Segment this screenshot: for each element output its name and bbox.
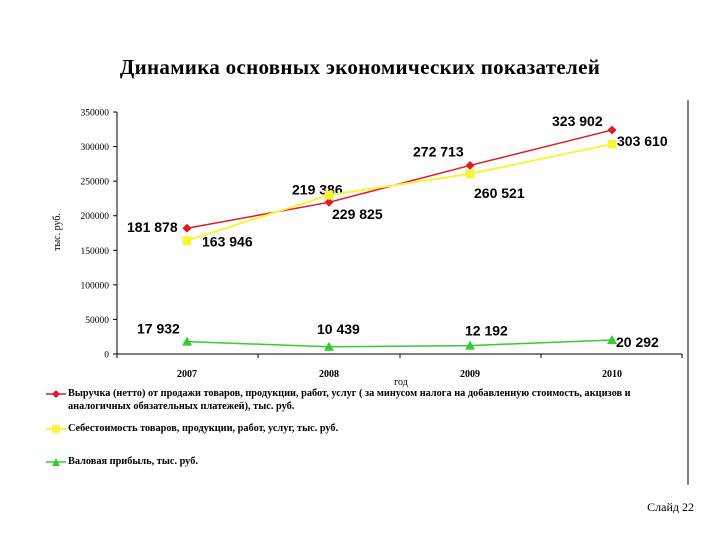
data-point [324,341,334,351]
data-label: 303 610 [617,133,668,149]
data-label: 17 932 [137,321,180,337]
y-tick-label: 300000 [81,143,110,153]
slide-title: Динамика основных экономических показате… [119,55,601,79]
data-label: 163 946 [202,234,253,250]
series-line [186,339,613,348]
data-point [607,125,617,135]
series-line [186,129,613,229]
data-point [182,236,192,246]
data-point [182,223,192,233]
x-axis-title: год [394,377,408,388]
slide-number: Слайд 22 [647,500,694,514]
y-tick-label: 100000 [81,281,110,291]
y-tick-label: 250000 [81,178,110,188]
legend-swatch-profit [46,457,66,467]
x-tick-label: 2009 [460,369,480,380]
data-label: 10 439 [317,321,360,337]
data-point [607,139,617,149]
series-line [186,143,613,242]
data-label: 20 292 [616,334,659,350]
y-tick-label: 350000 [81,109,110,119]
legend-label-revenue: Выручка (нетто) от продажи товаров, прод… [68,388,631,412]
data-label: 272 713 [413,143,464,159]
data-point [465,340,475,350]
y-tick-label: 200000 [81,212,110,222]
data-point [324,190,334,200]
data-point [324,197,334,207]
y-tick-label: 0 [104,351,109,361]
x-tick-label: 2010 [602,369,622,380]
data-label: 181 878 [127,219,178,235]
data-point [182,336,192,346]
x-tick-label: 2008 [319,369,339,380]
legend-swatch-cost [46,424,66,434]
data-label: 323 902 [552,113,603,129]
x-tick-label: 2007 [177,369,197,380]
data-point [465,160,475,170]
legend-swatch-revenue [46,389,66,399]
data-point [607,334,617,344]
data-label: 229 825 [332,206,383,222]
y-tick-label: 50000 [85,316,109,326]
data-point [465,169,475,179]
y-tick-label: 150000 [81,247,110,257]
legend-label-profit: Валовая прибыль, тыс. руб. [68,456,198,467]
y-axis-title: тыс. руб. [52,213,63,251]
legend-label-cost: Себестоимость товаров, продукции, работ,… [68,423,339,434]
data-label: 12 192 [465,323,508,339]
data-label: 260 521 [474,185,525,201]
